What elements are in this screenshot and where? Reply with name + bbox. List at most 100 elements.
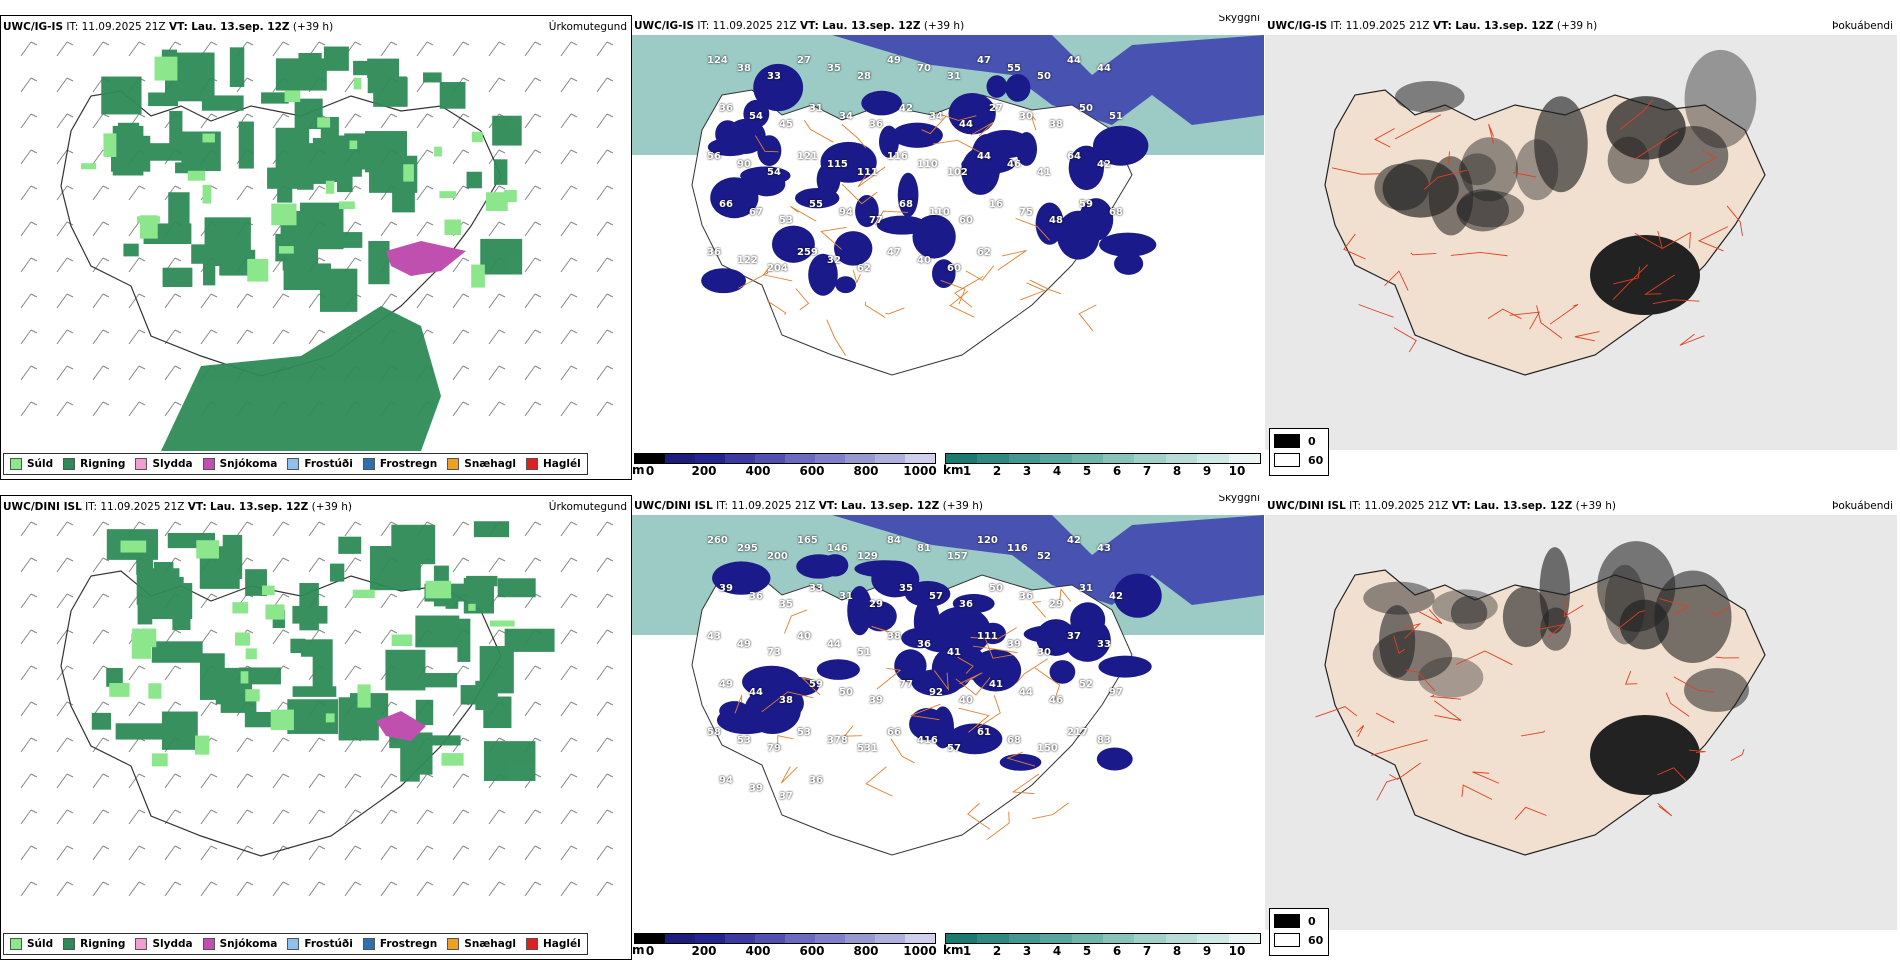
ceiling-value: 77 (869, 215, 883, 226)
ceiling-value: 49 (887, 55, 901, 66)
legend-swatch (135, 938, 147, 950)
ceiling-value: 75 (1019, 207, 1033, 218)
ceiling-value: 110 (917, 159, 938, 170)
legend-swatch (447, 938, 459, 950)
colorbar-tick: 8 (1173, 464, 1181, 478)
ceiling-value: 204 (767, 263, 788, 274)
legend-label: Súld (27, 458, 53, 470)
legend-label: Frostregn (380, 458, 437, 470)
ceiling-value: 116 (1007, 543, 1028, 554)
ceiling-value: 34 (839, 111, 853, 122)
fog-legend-row: 0 (1274, 914, 1324, 928)
legend-swatch (135, 458, 147, 470)
colorbar-tick: 9 (1203, 944, 1211, 958)
ceiling-value: 37 (779, 791, 793, 802)
ceiling-value: 36 (809, 775, 823, 786)
ceiling-value: 51 (857, 647, 871, 658)
ceiling-value: 39 (869, 695, 883, 706)
ceiling-value: 60 (947, 263, 961, 274)
ceiling-value: 110 (929, 207, 950, 218)
legend-item: Slydda (135, 458, 192, 470)
colorbar-tick: 6 (1113, 944, 1121, 958)
legend-item: Frostúði (287, 458, 352, 470)
fog-legend-swatch (1274, 933, 1300, 947)
fog-legend: 0 60 (1269, 428, 1329, 476)
ceiling-value: 51 (1109, 111, 1123, 122)
ceiling-value: 217 (1067, 727, 1088, 738)
ceiling-value: 157 (947, 551, 968, 562)
legend-label: Slydda (152, 458, 192, 470)
ceiling-value: 53 (797, 727, 811, 738)
ceiling-value: 50 (839, 687, 853, 698)
ceiling-value: 38 (887, 631, 901, 642)
ceiling-value: 50 (1037, 71, 1051, 82)
colorbar-tick: 10 (1229, 944, 1246, 958)
ceiling-visibility-map (632, 515, 1264, 930)
ceiling-value: 62 (977, 247, 991, 258)
legend-item: Slydda (135, 938, 192, 950)
ceiling-value: 34 (929, 111, 943, 122)
ceiling-value: 416 (917, 735, 938, 746)
ceiling-value: 42 (899, 103, 913, 114)
panel-title: UWC/DINI ISL IT: 11.09.2025 21Z VT: Lau.… (634, 500, 983, 512)
ceiling-value: 36 (719, 103, 733, 114)
colorbar-tick: 9 (1203, 464, 1211, 478)
panel-type-label: Þokuábendi (1832, 500, 1893, 512)
ceiling-value: 38 (779, 695, 793, 706)
colorbar-tick: 0 (646, 944, 654, 958)
ceiling-value: 55 (809, 199, 823, 210)
ceiling-value: 31 (809, 103, 823, 114)
legend-swatch (363, 938, 375, 950)
ceiling-value: 122 (737, 255, 758, 266)
fog-legend-row: 60 (1274, 933, 1324, 947)
fog-indicator-panel: UWC/IG-IS IT: 11.09.2025 21Z VT: Lau. 13… (1265, 15, 1897, 480)
fog-legend-row: 0 (1274, 434, 1324, 448)
ceiling-value: 200 (767, 551, 788, 562)
colorbar-tick: 4 (1053, 944, 1061, 958)
ceiling-value: 41 (947, 647, 961, 658)
ceiling-value: 46 (1007, 159, 1021, 170)
panel-type-label: Úrkomutegund (549, 21, 627, 33)
ceiling-value: 36 (917, 639, 931, 650)
ceiling-value: 121 (797, 151, 818, 162)
ceiling-value: 35 (779, 599, 793, 610)
ceiling-value: 44 (977, 151, 991, 162)
legend-swatch (203, 938, 215, 950)
ceiling-value: 48 (1049, 215, 1063, 226)
ceiling-value: 57 (947, 743, 961, 754)
panel-title: UWC/IG-IS IT: 11.09.2025 21Z VT: Lau. 13… (3, 21, 333, 33)
fog-legend-swatch (1274, 453, 1300, 467)
ceiling-value: 53 (737, 735, 751, 746)
ceiling-value: 37 (1067, 631, 1081, 642)
ceiling-value: 260 (707, 535, 728, 546)
ceiling-value: 36 (959, 599, 973, 610)
fog-legend: 0 60 (1269, 908, 1329, 956)
ceiling-value: 124 (707, 55, 728, 66)
ceiling-value: 42 (1097, 159, 1111, 170)
colorbar-tick: 7 (1143, 944, 1151, 958)
colorbar-tick: 5 (1083, 464, 1091, 478)
ceiling-value: 41 (989, 679, 1003, 690)
legend-item: Snjókoma (203, 458, 278, 470)
ceiling-value: 56 (707, 151, 721, 162)
ceiling-value: 68 (1109, 207, 1123, 218)
legend-item: Rigning (63, 938, 125, 950)
ceiling-value: 146 (827, 543, 848, 554)
ceiling-value: 43 (1097, 543, 1111, 554)
ceiling-value: 43 (707, 631, 721, 642)
ceiling-value: 102 (947, 167, 968, 178)
fog-map (1265, 35, 1897, 450)
colorbar-tick: 800 (853, 464, 878, 478)
colorbar-tick: 400 (745, 464, 770, 478)
ceiling-visibility-map (632, 35, 1264, 450)
ceiling-value: 150 (1037, 743, 1058, 754)
legend-swatch (287, 458, 299, 470)
ceiling-value: 35 (899, 583, 913, 594)
ceiling-value: 378 (827, 735, 848, 746)
ceiling-value: 27 (989, 103, 1003, 114)
ceiling-value: 38 (1049, 119, 1063, 130)
ceiling-value: 40 (959, 695, 973, 706)
legend-item: Frostregn (363, 938, 437, 950)
ceiling-value: 30 (1019, 111, 1033, 122)
ceiling-value: 81 (917, 543, 931, 554)
